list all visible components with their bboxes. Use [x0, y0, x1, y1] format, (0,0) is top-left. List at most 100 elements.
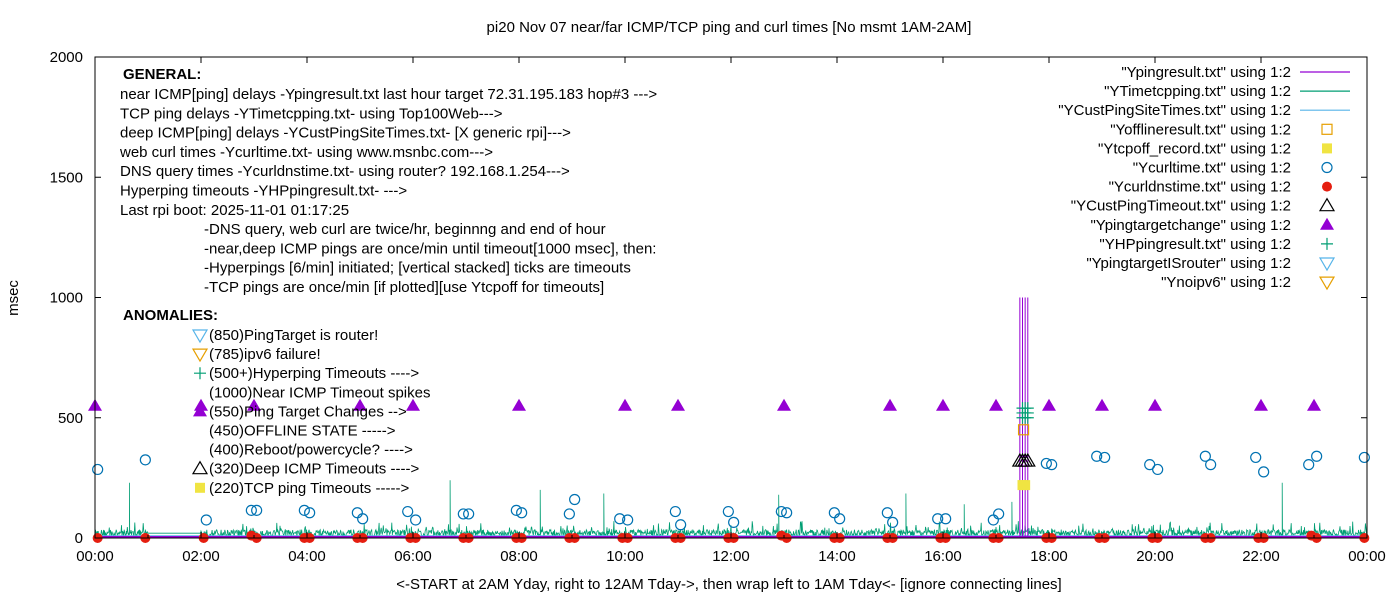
data-point: [457, 508, 469, 520]
legend-swatch: [1322, 181, 1332, 192]
anomaly-line: (400)Reboot/powercycle? ---->: [209, 442, 413, 459]
x-tick-label: 02:00: [182, 548, 220, 565]
chart-title: pi20 Nov 07 near/far ICMP/TCP ping and c…: [487, 19, 972, 36]
anomaly-marker: [195, 482, 205, 493]
data-point: [1199, 450, 1211, 462]
data-point: [614, 513, 626, 525]
data-point: [883, 398, 897, 411]
legend-label: "YTimetcpping.txt" using 1:2: [1104, 83, 1291, 100]
data-point: [777, 398, 791, 411]
data-point: [881, 507, 893, 519]
data-point: [1020, 480, 1031, 491]
data-point: [828, 507, 840, 519]
legend-swatch: [1321, 161, 1333, 174]
data-point: [298, 504, 310, 516]
data-point: [722, 505, 734, 518]
legend-swatch: [1318, 197, 1336, 212]
legend: "Ypingresult.txt" using 1:2 "YTimetcpping…: [1058, 64, 1350, 291]
data-point: [989, 398, 1003, 411]
legend-swatch: [1320, 217, 1334, 230]
general-line: near ICMP[ping] delays -Ypingresult.txt …: [120, 86, 657, 103]
x-tick-label: 08:00: [500, 548, 538, 565]
data-point: [1311, 450, 1323, 462]
data-point: [622, 514, 634, 526]
anomaly-line: (220)TCP ping Timeouts ----->: [209, 480, 409, 497]
general-note: -near,deep ICMP pings are once/min until…: [204, 240, 656, 257]
x-tick-label: 16:00: [924, 548, 962, 565]
data-point: [1358, 451, 1370, 464]
x-tick-label: 14:00: [818, 548, 856, 565]
data-point: [932, 513, 944, 525]
anomaly-line: (1000)Near ICMP Timeout spikes: [209, 384, 430, 401]
data-point: [1091, 450, 1103, 462]
data-point: [410, 514, 422, 526]
anomalies-title: ANOMALIES:: [123, 307, 218, 324]
legend-label: "Yofflineresult.txt" using 1:2: [1110, 121, 1291, 138]
x-tick-label: 00:00: [76, 548, 114, 565]
data-point: [1017, 424, 1030, 436]
x-tick-label: 22:00: [1242, 548, 1280, 565]
annotation-text: GENERAL: near ICMP[ping] delays -Ypingres…: [119, 66, 657, 497]
y-tick-label: 1000: [50, 290, 83, 307]
data-point: [1095, 398, 1109, 411]
anomaly-line: (785)ipv6 failure!: [209, 346, 321, 363]
data-point: [402, 505, 414, 518]
data-point: [940, 513, 952, 525]
anomaly-marker: [193, 404, 207, 417]
anomaly-marker: [191, 460, 209, 475]
general-line: Last rpi boot: 2025-11-01 01:17:25: [120, 202, 349, 219]
anomaly-line: (320)Deep ICMP Timeouts ---->: [209, 461, 419, 478]
general-line: TCP ping delays -YTimetcpping.txt- using…: [120, 105, 503, 122]
data-point: [669, 505, 681, 518]
data-point: [563, 508, 575, 520]
legend-label: "Ypingtargetchange" using 1:2: [1090, 217, 1291, 234]
x-tick-label: 00:00: [1348, 548, 1386, 565]
general-line: deep ICMP[ping] delays -YCustPingSiteTim…: [120, 125, 571, 142]
data-point: [834, 513, 846, 525]
axes: 00:00 02:00 04:00 06:00 08:00 10:00 12:00 14:00…: [50, 49, 1386, 565]
y-tick-label: 2000: [50, 49, 83, 66]
data-point: [1019, 452, 1036, 467]
legend-label: "Ypingresult.txt" using 1:2: [1121, 64, 1291, 81]
anomaly-line: (450)OFFLINE STATE ----->: [209, 423, 396, 440]
anomaly-marker: [194, 367, 206, 380]
data-point: [1099, 451, 1111, 464]
anomaly-line: (550)Ping Target Changes -->: [209, 403, 407, 420]
data-point: [1303, 459, 1315, 471]
x-tick-label: 12:00: [712, 548, 750, 565]
legend-swatch: [1322, 143, 1332, 154]
y-tick-label: 1500: [50, 169, 83, 186]
legend-swatch: [1321, 123, 1333, 135]
anomaly-marker: [191, 348, 209, 363]
data-point: [516, 507, 528, 519]
legend-label: "Ycurldnstime.txt" using 1:2: [1109, 179, 1291, 196]
data-point: [728, 516, 740, 528]
general-note: -Hyperpings [6/min] initiated; [vertical…: [204, 260, 631, 277]
data-point: [1258, 466, 1270, 478]
data-point: [463, 508, 475, 520]
legend-swatch: [1321, 237, 1333, 250]
data-point: [512, 398, 526, 411]
data-point: [936, 398, 950, 411]
anomaly-line: (850)PingTarget is router!: [209, 327, 378, 344]
data-point: [569, 493, 581, 506]
legend-swatch: [1318, 276, 1336, 291]
data-point: [194, 398, 208, 411]
data-point: [671, 398, 685, 411]
data-point: [92, 463, 104, 476]
general-note: -TCP pings are once/min [if plotted][use…: [204, 279, 604, 296]
legend-label: "YCustPingSiteTimes.txt" using 1:2: [1058, 102, 1291, 119]
anomaly-marker: [191, 329, 209, 344]
legend-label: "YpingtargetISrouter" using 1:2: [1086, 255, 1291, 272]
x-tick-label: 06:00: [394, 548, 432, 565]
y-tick-label: 500: [58, 410, 83, 427]
data-point: [304, 507, 316, 519]
data-point: [781, 507, 793, 519]
legend-label: "YCustPingTimeout.txt" using 1:2: [1071, 198, 1291, 215]
general-line: Hyperping timeouts -YHPpingresult.txt- -…: [120, 183, 407, 200]
data-point: [406, 398, 420, 411]
data-point: [1205, 459, 1217, 471]
data-point: [200, 514, 212, 526]
data-point: [1254, 398, 1268, 411]
data-point: [351, 507, 363, 519]
